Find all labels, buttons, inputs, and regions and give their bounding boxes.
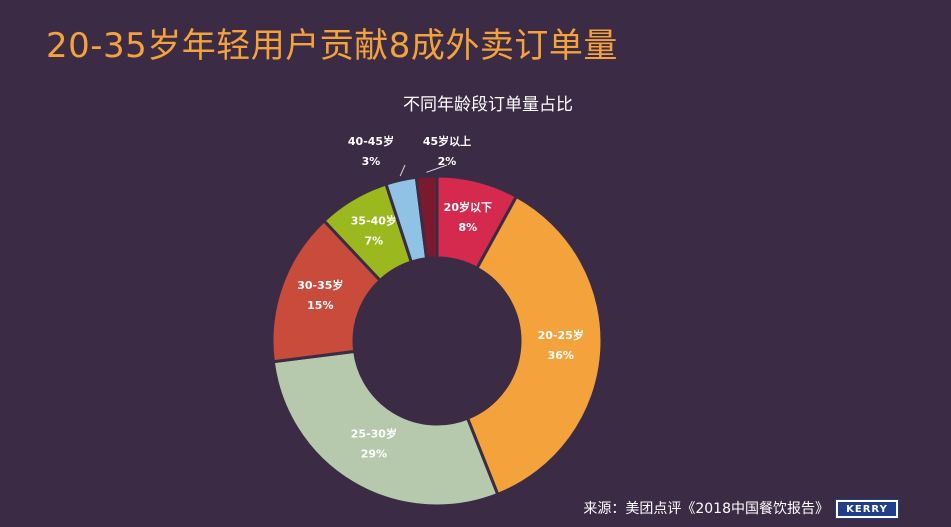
slice-label-2: 25-30岁	[351, 427, 397, 441]
slice-label-3: 30-35岁	[297, 278, 343, 292]
kerry-logo-text: KERRY	[838, 502, 896, 516]
slice-value-6: 2%	[438, 155, 457, 168]
slice-label-0: 20岁以下	[444, 200, 492, 214]
slice-value-2: 29%	[361, 448, 387, 461]
chart-title: 不同年龄段订单量占比	[403, 95, 573, 115]
slice-label-4: 35-40岁	[351, 213, 397, 227]
page-title: 20-35岁年轻用户贡献8成外卖订单量	[46, 26, 618, 66]
donut-slice-6	[414, 174, 439, 261]
leader-line-5	[399, 164, 406, 177]
donut-slice-2	[271, 349, 500, 508]
donut-slice-1	[465, 194, 604, 497]
slice-value-3: 15%	[307, 299, 333, 312]
slice-label-1: 20-25岁	[538, 328, 584, 342]
leader-line-6	[426, 164, 448, 173]
source-note: 来源：美团点评《2018中国餐饮报告》	[583, 501, 829, 517]
slice-value-5: 3%	[362, 155, 381, 168]
slice-value-1: 36%	[548, 349, 574, 362]
slice-label-5: 40-45岁	[348, 134, 394, 148]
slice-value-4: 7%	[365, 234, 384, 247]
slice-value-0: 8%	[458, 221, 477, 234]
kerry-logo: KERRY	[835, 499, 899, 519]
slice-label-6: 45岁以上	[423, 134, 471, 148]
